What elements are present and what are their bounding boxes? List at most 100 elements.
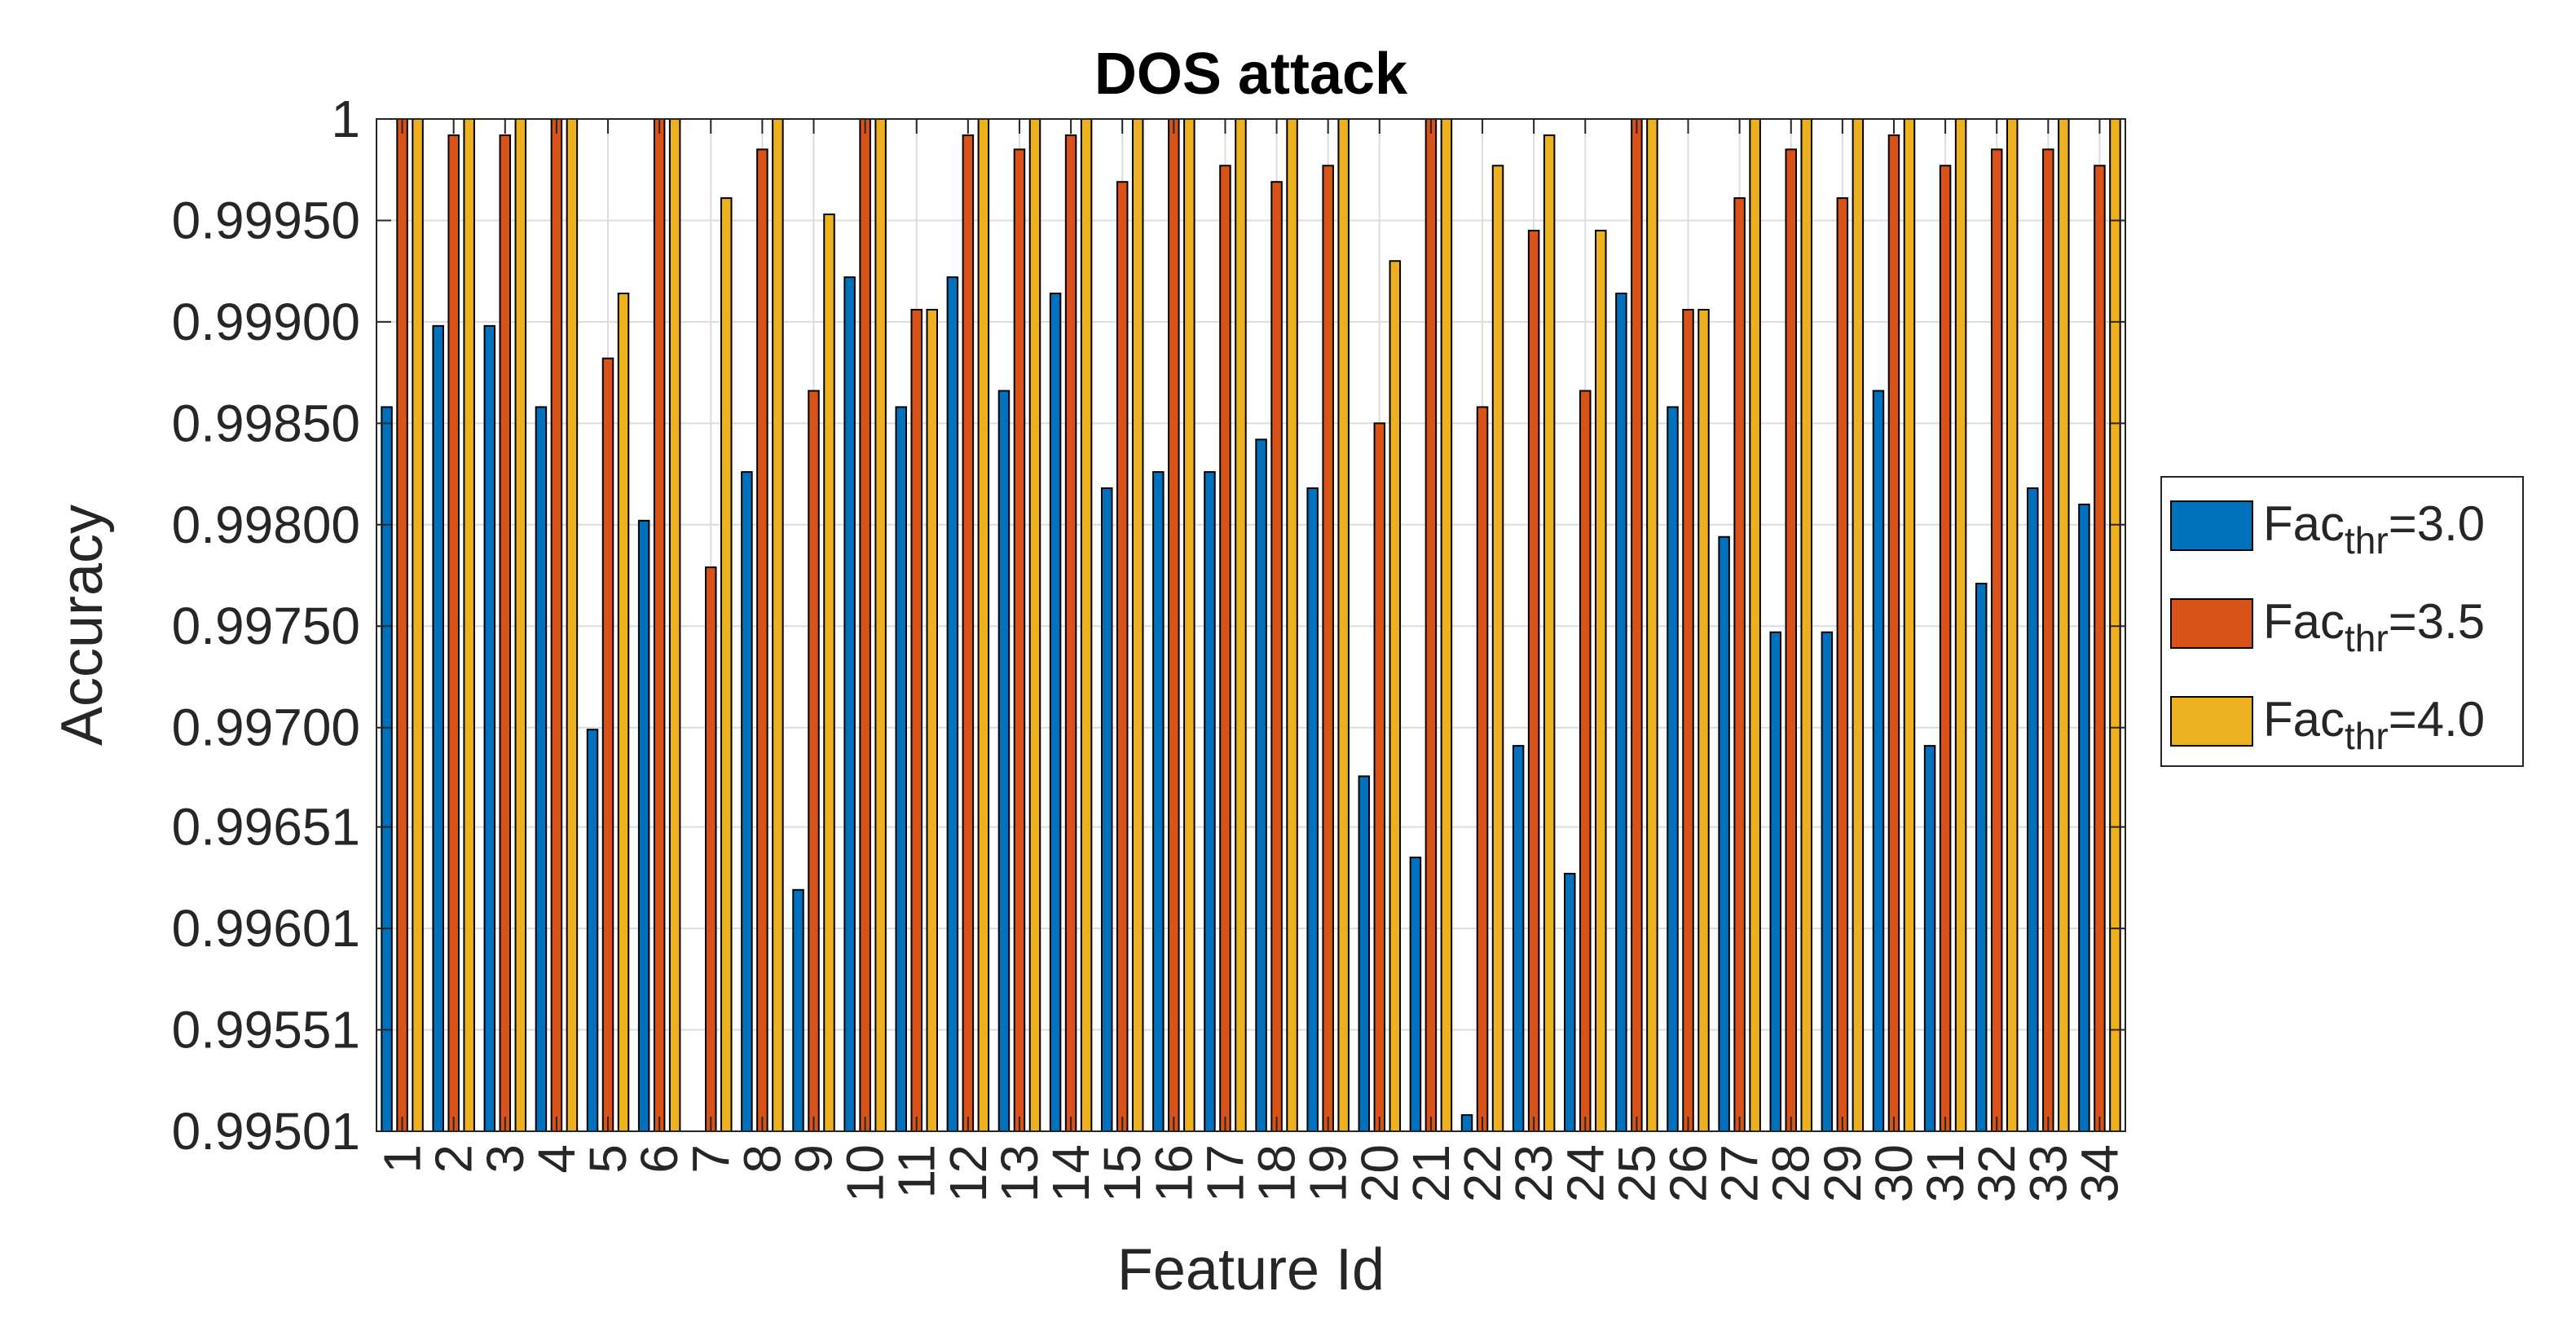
bar-series3-feature-7 [720,197,733,1132]
x-tick-label: 27 [1711,1144,1769,1202]
bar-series1-feature-23 [1512,745,1525,1132]
bar-series2-feature-31 [1939,165,1952,1133]
bar-series1-feature-13 [997,390,1011,1132]
bar-series1-feature-16 [1152,471,1165,1132]
x-tick-label: 10 [836,1144,895,1202]
y-tick-label: 1 [331,90,360,148]
bar-series1-feature-8 [741,471,753,1132]
bar-series2-feature-19 [1322,165,1334,1133]
bar-series1-feature-4 [535,406,548,1132]
x-tick-label: 21 [1402,1144,1460,1202]
x-ticks: 1234567891011121314151617181920212223242… [373,119,2129,1202]
bar-series3-feature-25 [1646,118,1658,1132]
bar-series2-feature-3 [499,134,512,1132]
bar-series2-feature-32 [1990,148,2003,1132]
bar-series3-feature-33 [2058,118,2070,1132]
y-tick-label: 0.99900 [172,293,360,351]
y-tick-label: 0.99700 [172,698,360,757]
bar-series3-feature-18 [1286,118,1298,1132]
x-tick-label: 28 [1762,1144,1821,1202]
bar-series3-feature-4 [566,118,579,1132]
bar-series3-feature-31 [1954,118,1967,1132]
bar-series2-feature-5 [601,357,614,1132]
bar-series1-feature-19 [1306,487,1319,1132]
bar-series3-feature-19 [1337,118,1350,1132]
chart-title: DOS attack [1094,42,1408,107]
bar-series2-feature-33 [2042,148,2054,1132]
x-tick-label: 22 [1453,1144,1512,1202]
y-tick-label: 0.99601 [172,899,360,958]
bar-series2-feature-18 [1270,181,1283,1132]
bar-series3-feature-26 [1698,308,1710,1132]
bar-series1-feature-33 [2027,487,2039,1132]
bar-series3-feature-6 [668,118,681,1132]
bar-series1-feature-6 [637,519,650,1132]
legend: Facthr=3.0 Facthr=3.5 Facthr=4.0 [2160,476,2524,767]
x-tick-label: 19 [1299,1144,1358,1202]
x-tick-label: 11 [887,1144,946,1198]
bar-series1-feature-34 [2078,503,2090,1132]
x-tick-label: 17 [1196,1144,1254,1202]
x-axis-label: Feature Id [1117,1237,1385,1302]
bar-series3-feature-20 [1389,260,1402,1132]
bar-series1-feature-27 [1718,535,1730,1132]
bar-series1-feature-31 [1923,745,1936,1132]
bar-series2-feature-11 [910,308,923,1132]
bar-series2-feature-16 [1168,118,1180,1132]
bar-series2-feature-29 [1836,197,1849,1132]
bar-series2-feature-22 [1476,406,1489,1132]
bar-series3-feature-15 [1131,118,1144,1132]
bar-series1-feature-11 [895,406,907,1132]
bar-series3-feature-32 [2006,118,2019,1132]
x-tick-label: 34 [2070,1144,2129,1202]
bar-series1-feature-1 [381,406,393,1132]
bar-series3-feature-1 [412,118,424,1132]
x-tick-label: 15 [1093,1144,1151,1202]
bar-series1-feature-22 [1460,1114,1473,1132]
legend-swatch-3 [2170,696,2253,747]
bar-series2-feature-9 [808,390,820,1132]
x-tick-label: 16 [1144,1144,1203,1202]
bar-series2-feature-30 [1887,134,1900,1132]
x-tick-label: 5 [579,1144,637,1174]
bar-series2-feature-24 [1579,390,1592,1132]
bar-series3-feature-8 [772,118,784,1132]
bar-series1-feature-32 [1975,582,1988,1132]
bar-series3-feature-14 [1080,118,1093,1132]
bar-series2-feature-14 [1064,134,1077,1132]
bar-series3-feature-22 [1491,165,1504,1133]
y-tick-label: 0.99850 [172,394,360,452]
bar-series1-feature-15 [1100,487,1113,1132]
bar-series1-feature-20 [1358,775,1371,1132]
bar-series1-feature-12 [946,276,959,1133]
y-tick-label: 0.99651 [172,798,360,857]
bar-series2-feature-2 [447,134,460,1132]
y-tick-label: 0.99950 [172,191,360,249]
bar-series2-feature-26 [1682,308,1694,1132]
bar-series2-feature-12 [962,134,975,1132]
bar-series3-feature-2 [463,118,475,1132]
bar-series2-feature-10 [859,118,871,1132]
bar-series2-feature-17 [1219,165,1231,1133]
y-axis-label: Accuracy [50,505,115,746]
legend-label-3: Facthr=4.0 [2263,692,2485,757]
bar-series2-feature-13 [1013,148,1026,1132]
x-tick-label: 2 [425,1144,483,1174]
bar-series3-feature-9 [823,213,835,1133]
bar-series1-feature-9 [792,888,804,1133]
x-tick-label: 24 [1556,1144,1614,1202]
bar-series1-feature-21 [1409,856,1422,1132]
bar-series1-feature-17 [1204,471,1216,1132]
bar-series1-feature-10 [843,276,856,1133]
x-tick-label: 1 [373,1144,432,1174]
bar-series1-feature-14 [1049,293,1062,1132]
x-tick-label: 18 [1248,1144,1306,1202]
x-tick-label: 13 [990,1144,1049,1202]
bar-series1-feature-3 [483,324,496,1133]
y-ticks: 0.99501 0.99551 0.99601 0.99651 0.99700 0.997… [172,90,2125,1161]
x-tick-label: 26 [1659,1144,1718,1202]
x-tick-label: 31 [1916,1144,1975,1202]
x-tick-label: 32 [1967,1144,2026,1202]
